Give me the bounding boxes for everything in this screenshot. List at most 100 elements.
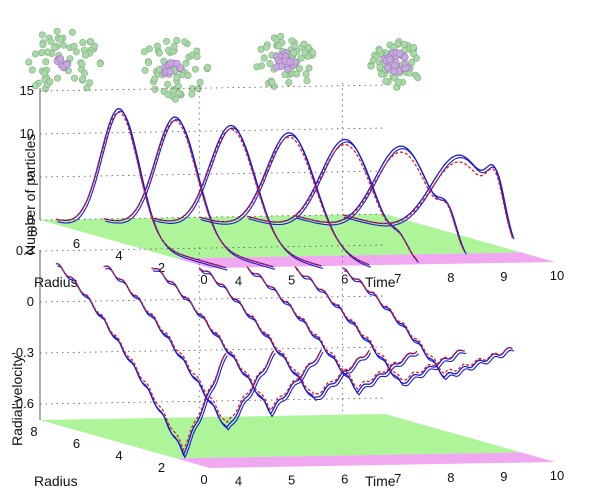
particle-outer [303, 71, 309, 77]
particle-outer [276, 43, 282, 49]
particle-outer [181, 39, 187, 45]
particle-outer [54, 28, 60, 34]
particle-inner [177, 65, 184, 72]
y-tick-label: 10 [20, 126, 34, 141]
time-tick-label: 8 [447, 270, 454, 285]
particle-outer [261, 55, 267, 61]
particle-inner [402, 65, 409, 72]
particle-outer [39, 32, 45, 38]
particle-inner [167, 68, 174, 75]
particle-outer [80, 39, 86, 45]
particle-outer [401, 41, 407, 47]
particle-outer [183, 60, 189, 66]
time-tick-label: 7 [394, 271, 401, 286]
particle-outer [368, 63, 374, 69]
particle-outer [293, 71, 299, 77]
particle-outer [310, 50, 316, 56]
particle-outer [291, 43, 297, 49]
particle-outer [383, 78, 389, 84]
grid-line [40, 296, 385, 302]
particle-outer [269, 79, 275, 85]
particle-outer [377, 48, 383, 54]
particle-outer [156, 50, 162, 56]
particle-outer [291, 50, 297, 56]
particle-outer [29, 67, 35, 73]
bottom-time-label: Time [365, 473, 396, 489]
radius-tick-label: 8 [30, 424, 37, 439]
grid-line [40, 128, 385, 134]
particle-outer [171, 43, 177, 49]
particle-outer [277, 33, 283, 39]
time-tick-label: 8 [447, 470, 454, 485]
time-tick-label: 10 [550, 268, 564, 283]
particle-outer [306, 65, 312, 71]
bottom-radius-label: Radius [34, 473, 78, 489]
particle-outer [97, 60, 103, 66]
particle-outer [415, 75, 421, 81]
radius-tick-label: 0 [200, 472, 207, 487]
particle-outer [185, 72, 191, 78]
snapshot-4 [368, 38, 421, 90]
top-time-label: Time [365, 274, 396, 290]
blue-curve-3 [152, 268, 322, 414]
particle-outer [298, 55, 304, 61]
grid-line [40, 85, 385, 91]
y-tick-label: 15 [20, 83, 34, 98]
particle-outer [79, 61, 85, 67]
particle-outer [154, 43, 160, 49]
particle-outer [286, 79, 292, 85]
red-curve-3 [152, 268, 322, 410]
particle-outer [176, 90, 182, 96]
particle-outer [172, 96, 178, 102]
particle-inner [386, 56, 393, 63]
blue-curve-companion-3 [153, 271, 323, 417]
radius-tick-label: 6 [73, 236, 80, 251]
particle-outer [174, 37, 180, 43]
grid-line [40, 347, 385, 353]
particle-outer [82, 52, 88, 58]
snapshot-1 [26, 28, 104, 92]
particle-outer [73, 49, 79, 55]
particle-outer [142, 67, 148, 73]
radius-tick-label: 4 [115, 448, 122, 463]
particle-inner [390, 68, 397, 75]
time-tick-label: 5 [288, 473, 295, 488]
time-tick-label: 9 [500, 469, 507, 484]
snapshot-3 [254, 33, 316, 89]
particle-inner [384, 64, 391, 71]
time-tick-label: 7 [394, 471, 401, 486]
particle-outer [45, 49, 51, 55]
particle-outer [194, 53, 200, 59]
particle-outer [267, 60, 273, 66]
particle-outer [32, 51, 38, 57]
particle-outer [254, 64, 260, 70]
particle-outer [54, 75, 60, 81]
floor-green [40, 414, 521, 458]
particle-outer [141, 49, 147, 55]
particle-outer [79, 76, 85, 82]
radius-tick-label: 2 [158, 460, 165, 475]
particle-outer [410, 50, 416, 56]
particle-outer [40, 42, 46, 48]
particle-outer [174, 74, 180, 80]
particle-outer [304, 78, 310, 84]
particle-outer [192, 66, 198, 72]
snapshot-2 [141, 37, 211, 102]
time-tick-label: 9 [500, 269, 507, 284]
particle-inner [57, 56, 64, 63]
particle-snapshots [26, 28, 421, 102]
particle-outer [164, 81, 170, 87]
particle-outer [48, 39, 54, 45]
particle-outer [189, 91, 195, 97]
particle-outer [69, 29, 75, 35]
particle-outer [51, 45, 57, 51]
particle-inner [64, 61, 71, 68]
radius-tick-label: 6 [73, 436, 80, 451]
particle-inner [396, 50, 403, 57]
radius-tick-label: 4 [115, 248, 122, 263]
blue-curve-companion-4 [201, 270, 371, 400]
time-tick-label: 4 [235, 274, 242, 289]
time-tick-label: 4 [235, 474, 242, 489]
particle-outer [145, 60, 151, 66]
